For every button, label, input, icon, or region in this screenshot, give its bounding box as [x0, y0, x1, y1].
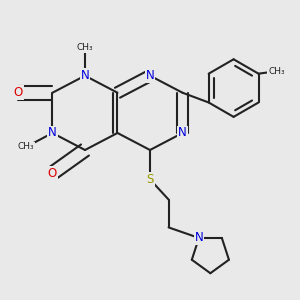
Text: S: S: [146, 173, 154, 186]
Text: CH₃: CH₃: [268, 67, 285, 76]
Text: O: O: [48, 167, 57, 180]
Text: CH₃: CH₃: [18, 142, 34, 152]
Text: N: N: [178, 127, 187, 140]
Text: N: N: [81, 69, 89, 82]
Text: N: N: [146, 69, 154, 82]
Text: O: O: [14, 86, 23, 99]
Text: N: N: [194, 231, 203, 244]
Text: CH₃: CH₃: [77, 43, 93, 52]
Text: N: N: [48, 127, 57, 140]
